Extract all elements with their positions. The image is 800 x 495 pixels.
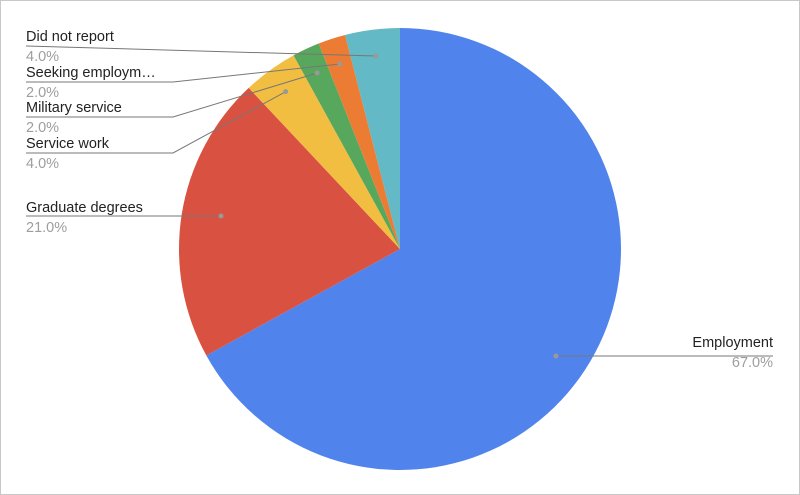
leader-line <box>25 45 376 57</box>
leader-dot <box>373 53 379 59</box>
pct-seeking-employment: 2.0% <box>26 85 59 101</box>
leader-line <box>26 72 318 118</box>
pct-graduate-degrees: 21.0% <box>26 220 67 236</box>
pct-did-not-report: 4.0% <box>26 49 59 65</box>
pct-military-service: 2.0% <box>26 120 59 136</box>
leader-dot <box>314 70 320 76</box>
label-service-work: Service work <box>26 136 110 152</box>
leader-dot <box>553 353 559 359</box>
pct-service-work: 4.0% <box>26 156 59 172</box>
leader-dot <box>337 61 343 67</box>
slice-did-not-report <box>345 28 400 249</box>
slice-graduate-degrees <box>179 87 400 356</box>
slice-service-work <box>248 55 400 249</box>
label-did-not-report: Did not report <box>26 29 114 45</box>
leader-dot <box>283 89 289 95</box>
label-seeking-employment: Seeking employm… <box>26 65 156 81</box>
slice-employment <box>206 28 621 471</box>
leader-dot <box>218 213 224 219</box>
label-employment: Employment <box>692 335 773 351</box>
slice-seeking-employm <box>318 34 400 250</box>
label-military-service: Military service <box>26 100 122 116</box>
leader-line <box>26 63 340 83</box>
leader-line <box>26 91 286 154</box>
pct-employment: 67.0% <box>732 355 773 371</box>
label-graduate-degrees: Graduate degrees <box>26 200 143 216</box>
slice-military-service <box>293 43 400 250</box>
